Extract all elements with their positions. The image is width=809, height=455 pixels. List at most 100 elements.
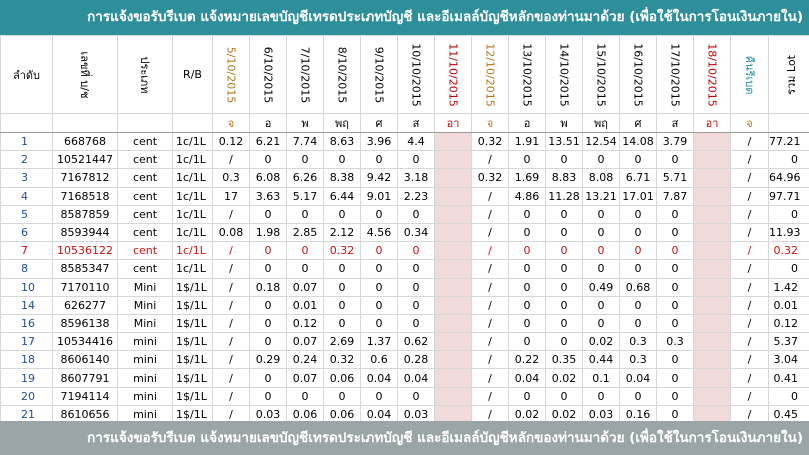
- lot-cell: 0: [545, 222, 583, 243]
- top-banner: การแจ้งขอรับรีเบต แจ้งหมายเลขบัญชีเทรดปร…: [0, 0, 809, 35]
- lot-cell: 0.49: [582, 277, 620, 297]
- weekday-cell: อา: [434, 113, 472, 133]
- lot-cell: /: [471, 350, 509, 370]
- lot-cell: 0: [619, 150, 657, 170]
- lot-cell: 0: [656, 350, 694, 370]
- table-row: 1 668768 cent 1c/1L 0.12 6.21 7.74 8.63 3.96 4.4 0…: [0, 131, 809, 152]
- account-type: cent: [117, 186, 173, 206]
- table-row: 2 10521447 cent 1c/1L/0 0 0 0 0/0 0 0 0 0/0: [0, 150, 809, 170]
- lot-cell: 0: [656, 222, 694, 243]
- lot-cell: [434, 313, 472, 334]
- account-type: Mini: [117, 277, 173, 297]
- lot-cell: 0: [619, 259, 657, 279]
- lot-cell: 0: [360, 386, 398, 406]
- lot-cell: 0: [508, 386, 546, 406]
- total-lot: 11.93: [768, 222, 809, 243]
- lot-cell: 6.71: [619, 168, 657, 188]
- account-number: 10521447: [52, 150, 118, 170]
- blank-cell: [0, 113, 53, 133]
- lot-cell: 0: [545, 277, 583, 297]
- rebate-status: /: [730, 222, 769, 243]
- lot-cell: 9.42: [360, 168, 398, 188]
- lot-cell: 0: [656, 259, 694, 279]
- lot-cell: 8.83: [545, 168, 583, 188]
- lot-cell: 0: [508, 313, 546, 334]
- lot-cell: 0: [508, 332, 546, 352]
- weekday-cell: พฤ: [323, 113, 361, 133]
- rebate-status: /: [730, 386, 769, 406]
- lot-cell: 0: [508, 259, 546, 279]
- lot-cell: /: [212, 386, 250, 406]
- rebate-status: /: [730, 350, 769, 370]
- lot-cell: 0: [323, 386, 361, 406]
- lot-cell: 8.63: [323, 131, 361, 152]
- rebate-status: /: [730, 295, 769, 315]
- rebate-status: /: [730, 150, 769, 170]
- table-row: 7 10536122 cent 1c/1L/0 0 0.32 0 0/0 0 0 0 0/0.32: [0, 241, 809, 261]
- lot-cell: 4.86: [508, 186, 546, 206]
- account-number: 8596138: [52, 313, 118, 334]
- total-lot: 0: [768, 204, 809, 224]
- lot-cell: [693, 332, 731, 352]
- lot-cell: 0.3: [619, 332, 657, 352]
- lot-cell: 0: [656, 368, 694, 388]
- lot-cell: 0.44: [582, 350, 620, 370]
- lot-cell: 2.12: [323, 222, 361, 243]
- lot-cell: 0: [360, 204, 398, 224]
- total-lot: 77.21: [768, 131, 809, 152]
- lot-cell: 0: [249, 150, 287, 170]
- lot-cell: /: [471, 277, 509, 297]
- table-row: 20 7194114 mini 1$/1L/0 0 0 0 0/0 0 0 0 0/0: [0, 386, 809, 406]
- lot-cell: 0: [582, 313, 620, 334]
- lot-cell: /: [471, 386, 509, 406]
- row-number: 5: [0, 204, 53, 224]
- lot-cell: 0: [582, 259, 620, 279]
- status-header: คืนรีเบต: [730, 35, 769, 114]
- lot-cell: /: [212, 204, 250, 224]
- lot-cell: 0: [508, 150, 546, 170]
- total-lot: 64.96: [768, 168, 809, 188]
- rebate-rate: 1c/1L: [172, 259, 213, 279]
- lot-cell: 0: [582, 150, 620, 170]
- blank-cell: [768, 113, 809, 133]
- rebate-status: /: [730, 332, 769, 352]
- lot-cell: 5.17: [286, 186, 324, 206]
- date-header: 14/10/2015: [545, 35, 583, 114]
- lot-cell: /: [471, 313, 509, 334]
- account-type: cent: [117, 241, 173, 261]
- row-number: 2: [0, 150, 53, 170]
- lot-cell: 0: [656, 386, 694, 406]
- seq-header: ลำดับ: [0, 35, 53, 114]
- lot-cell: [693, 131, 731, 152]
- weekday-cell: พ: [545, 113, 583, 133]
- date-header: 8/10/2015: [323, 35, 361, 114]
- lot-cell: 8.38: [323, 168, 361, 188]
- lot-cell: /: [212, 350, 250, 370]
- type-header: ประเภท: [117, 35, 173, 114]
- lot-cell: 0: [286, 150, 324, 170]
- lot-cell: [434, 222, 472, 243]
- lot-cell: 0.32: [323, 241, 361, 261]
- date-header: 5/10/2015: [212, 35, 250, 114]
- date-header: 6/10/2015: [249, 35, 287, 114]
- lot-cell: 9.01: [360, 186, 398, 206]
- account-type: cent: [117, 222, 173, 243]
- lot-cell: /: [212, 150, 250, 170]
- rebate-status: /: [730, 368, 769, 388]
- lot-cell: /: [212, 295, 250, 315]
- rebate-rate: 1$/1L: [172, 350, 213, 370]
- rebate-status: /: [730, 241, 769, 261]
- lot-cell: 8.08: [582, 168, 620, 188]
- lot-cell: /: [212, 277, 250, 297]
- table-row: 17 10534416 mini 1$/1L/0 0.07 2.69 1.37 0.62/0 0…: [0, 332, 809, 352]
- table-row: 10 7170110 Mini 1$/1L/0.18 0.07 0 0 0/0 0 0.49 0.6…: [0, 277, 809, 297]
- lot-cell: [693, 186, 731, 206]
- date-header: 12/10/2015: [471, 35, 509, 114]
- lot-cell: 0: [508, 241, 546, 261]
- row-number: 18: [0, 350, 53, 370]
- table-row: 19 8607791 mini 1$/1L/0 0.07 0.06 0.04 0.04/0.0…: [0, 368, 809, 388]
- lot-cell: 0.02: [508, 404, 546, 425]
- lot-cell: 0: [545, 259, 583, 279]
- lot-cell: 0: [397, 259, 435, 279]
- date-header: 11/10/2015: [434, 35, 472, 114]
